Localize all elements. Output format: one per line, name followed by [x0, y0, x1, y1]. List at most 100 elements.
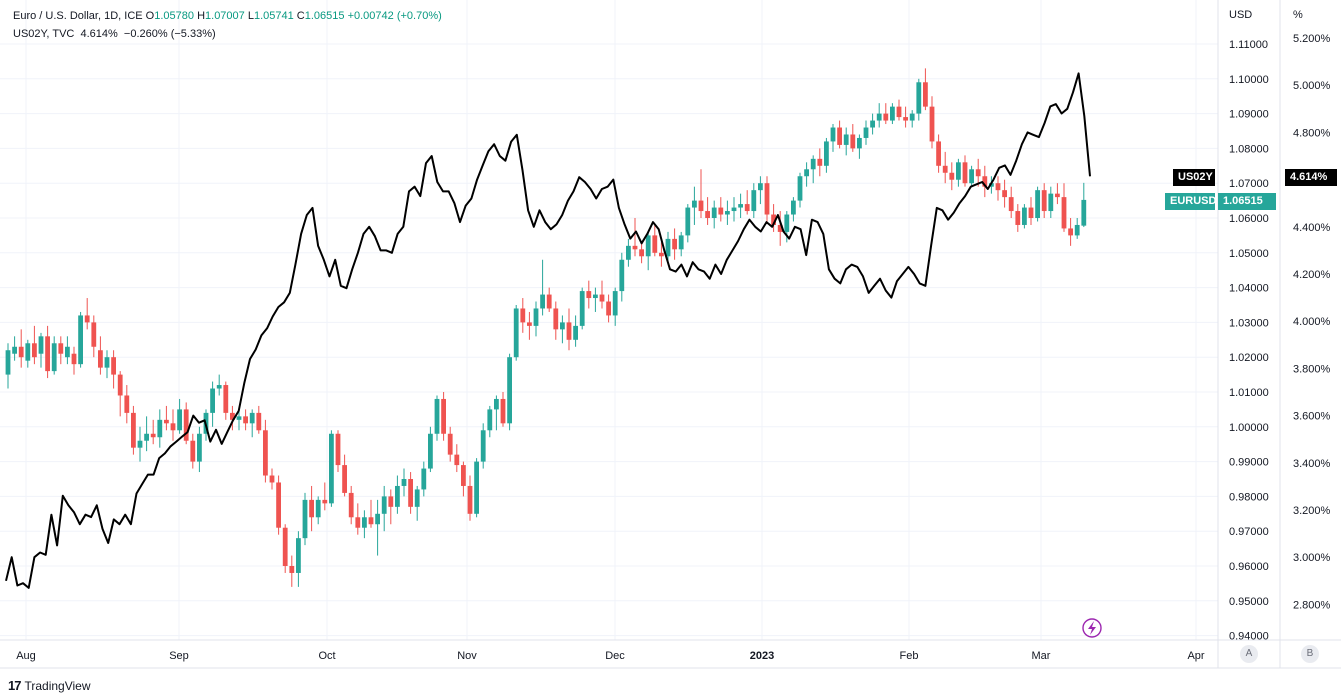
candle-body	[619, 259, 625, 292]
candle-body	[256, 412, 262, 431]
candle-body	[692, 200, 697, 208]
candle-body	[434, 398, 440, 434]
candle-body	[1048, 193, 1054, 212]
legend-low-label: L	[247, 10, 254, 22]
candle-body	[705, 211, 710, 218]
candle-body	[45, 336, 50, 372]
scale-b-button[interactable]: B	[1301, 645, 1319, 663]
candle-body	[137, 440, 143, 448]
candle-body	[738, 204, 743, 208]
candle-body	[870, 120, 875, 128]
pct-tick-label: 3.200%	[1293, 505, 1331, 517]
legend-change: +0.00742 (+0.70%)	[347, 10, 442, 22]
candle-body	[183, 409, 189, 441]
x-tick-label: Nov	[457, 650, 477, 662]
candle-body	[1081, 199, 1087, 226]
candle-body	[32, 343, 37, 358]
pct-tick-label: 5.200%	[1293, 33, 1331, 45]
candle-body	[342, 465, 347, 493]
eurusd-name-tag: EURUSD	[1165, 193, 1216, 210]
candle-body	[837, 127, 842, 145]
candle-body	[665, 238, 671, 257]
candle-body	[612, 291, 618, 316]
candle-body	[936, 141, 941, 166]
lightning-icon[interactable]	[1082, 618, 1102, 638]
candle-body	[540, 294, 545, 309]
candle-body	[500, 398, 506, 424]
candle-body	[243, 416, 248, 424]
candle-body	[230, 412, 235, 420]
candle-body	[263, 430, 268, 476]
candle-body	[903, 117, 908, 121]
candle-body	[810, 158, 816, 170]
candle-body	[309, 499, 314, 518]
candle-body	[190, 440, 196, 462]
candle-body	[916, 82, 922, 114]
candle-body	[355, 517, 361, 528]
candle-body	[467, 485, 473, 514]
usd-axis-labels: 1.11000 1.10000 1.09000 1.08000 1.07000 1.060…	[1229, 39, 1269, 643]
candle-body	[817, 158, 823, 166]
candle-body	[824, 141, 829, 166]
candle-body	[335, 433, 341, 466]
usd-tick-label: 1.10000	[1229, 74, 1269, 86]
candle-body	[454, 454, 460, 466]
x-tick-label: Mar	[1032, 650, 1051, 662]
candle-body	[771, 214, 776, 225]
usd-tick-label: 0.98000	[1229, 491, 1269, 503]
pct-scale-header: %	[1293, 9, 1303, 21]
candle-body	[764, 183, 770, 215]
candle-body	[51, 343, 57, 372]
legend-close: 1.06515	[304, 10, 345, 22]
candle-body	[1028, 207, 1034, 218]
candle-body	[474, 461, 479, 514]
candle-body	[546, 294, 552, 309]
candle-body	[962, 162, 968, 184]
usd-tick-label: 0.95000	[1229, 596, 1269, 608]
candle-body	[296, 538, 301, 573]
candle-body	[507, 357, 512, 424]
candle-body	[494, 398, 499, 410]
candle-body	[975, 169, 981, 177]
legend-value-2: 4.614%	[80, 28, 118, 40]
x-tick-label: Aug	[16, 650, 36, 662]
legend-high: 1.07007	[205, 10, 245, 22]
candle-body	[348, 492, 354, 518]
usd-tick-label: 1.05000	[1229, 248, 1269, 260]
candle-body	[368, 517, 374, 525]
tradingview-wordmark: TradingView	[24, 678, 91, 693]
usd-tick-label: 0.96000	[1229, 561, 1269, 573]
candle-body	[791, 200, 796, 215]
candle-body	[1068, 228, 1073, 236]
candle-body	[104, 357, 110, 368]
usd-tick-label: 1.11000	[1229, 39, 1268, 51]
usd-tick-label: 1.02000	[1229, 352, 1269, 364]
candle-body	[282, 527, 288, 566]
usd-tick-label: 1.03000	[1229, 317, 1269, 329]
tradingview-logo[interactable]: 17 TradingView	[8, 678, 91, 693]
candle-body	[362, 517, 367, 528]
usd-tick-label: 1.00000	[1229, 422, 1269, 434]
candle-body	[896, 106, 902, 118]
pct-tick-label: 3.400%	[1293, 458, 1331, 470]
candle-body	[401, 479, 407, 486]
candle-body	[698, 200, 704, 212]
candle-body	[170, 423, 176, 431]
candle-body	[25, 343, 31, 361]
candle-body	[58, 343, 64, 354]
usd-tick-label: 0.97000	[1229, 526, 1269, 538]
candle-body	[276, 482, 281, 528]
candle-body	[111, 357, 116, 375]
candle-body	[744, 204, 750, 212]
candle-body	[210, 388, 215, 413]
candle-body	[1041, 190, 1047, 212]
candle-body	[197, 433, 202, 462]
candle-body	[289, 566, 295, 573]
usd-scale-header: USD	[1229, 9, 1253, 21]
candle-body	[1002, 190, 1007, 198]
candle-body	[718, 207, 724, 215]
candle-body	[639, 249, 644, 257]
candle-body	[269, 475, 275, 483]
auto-scale-button[interactable]: A	[1240, 645, 1258, 663]
